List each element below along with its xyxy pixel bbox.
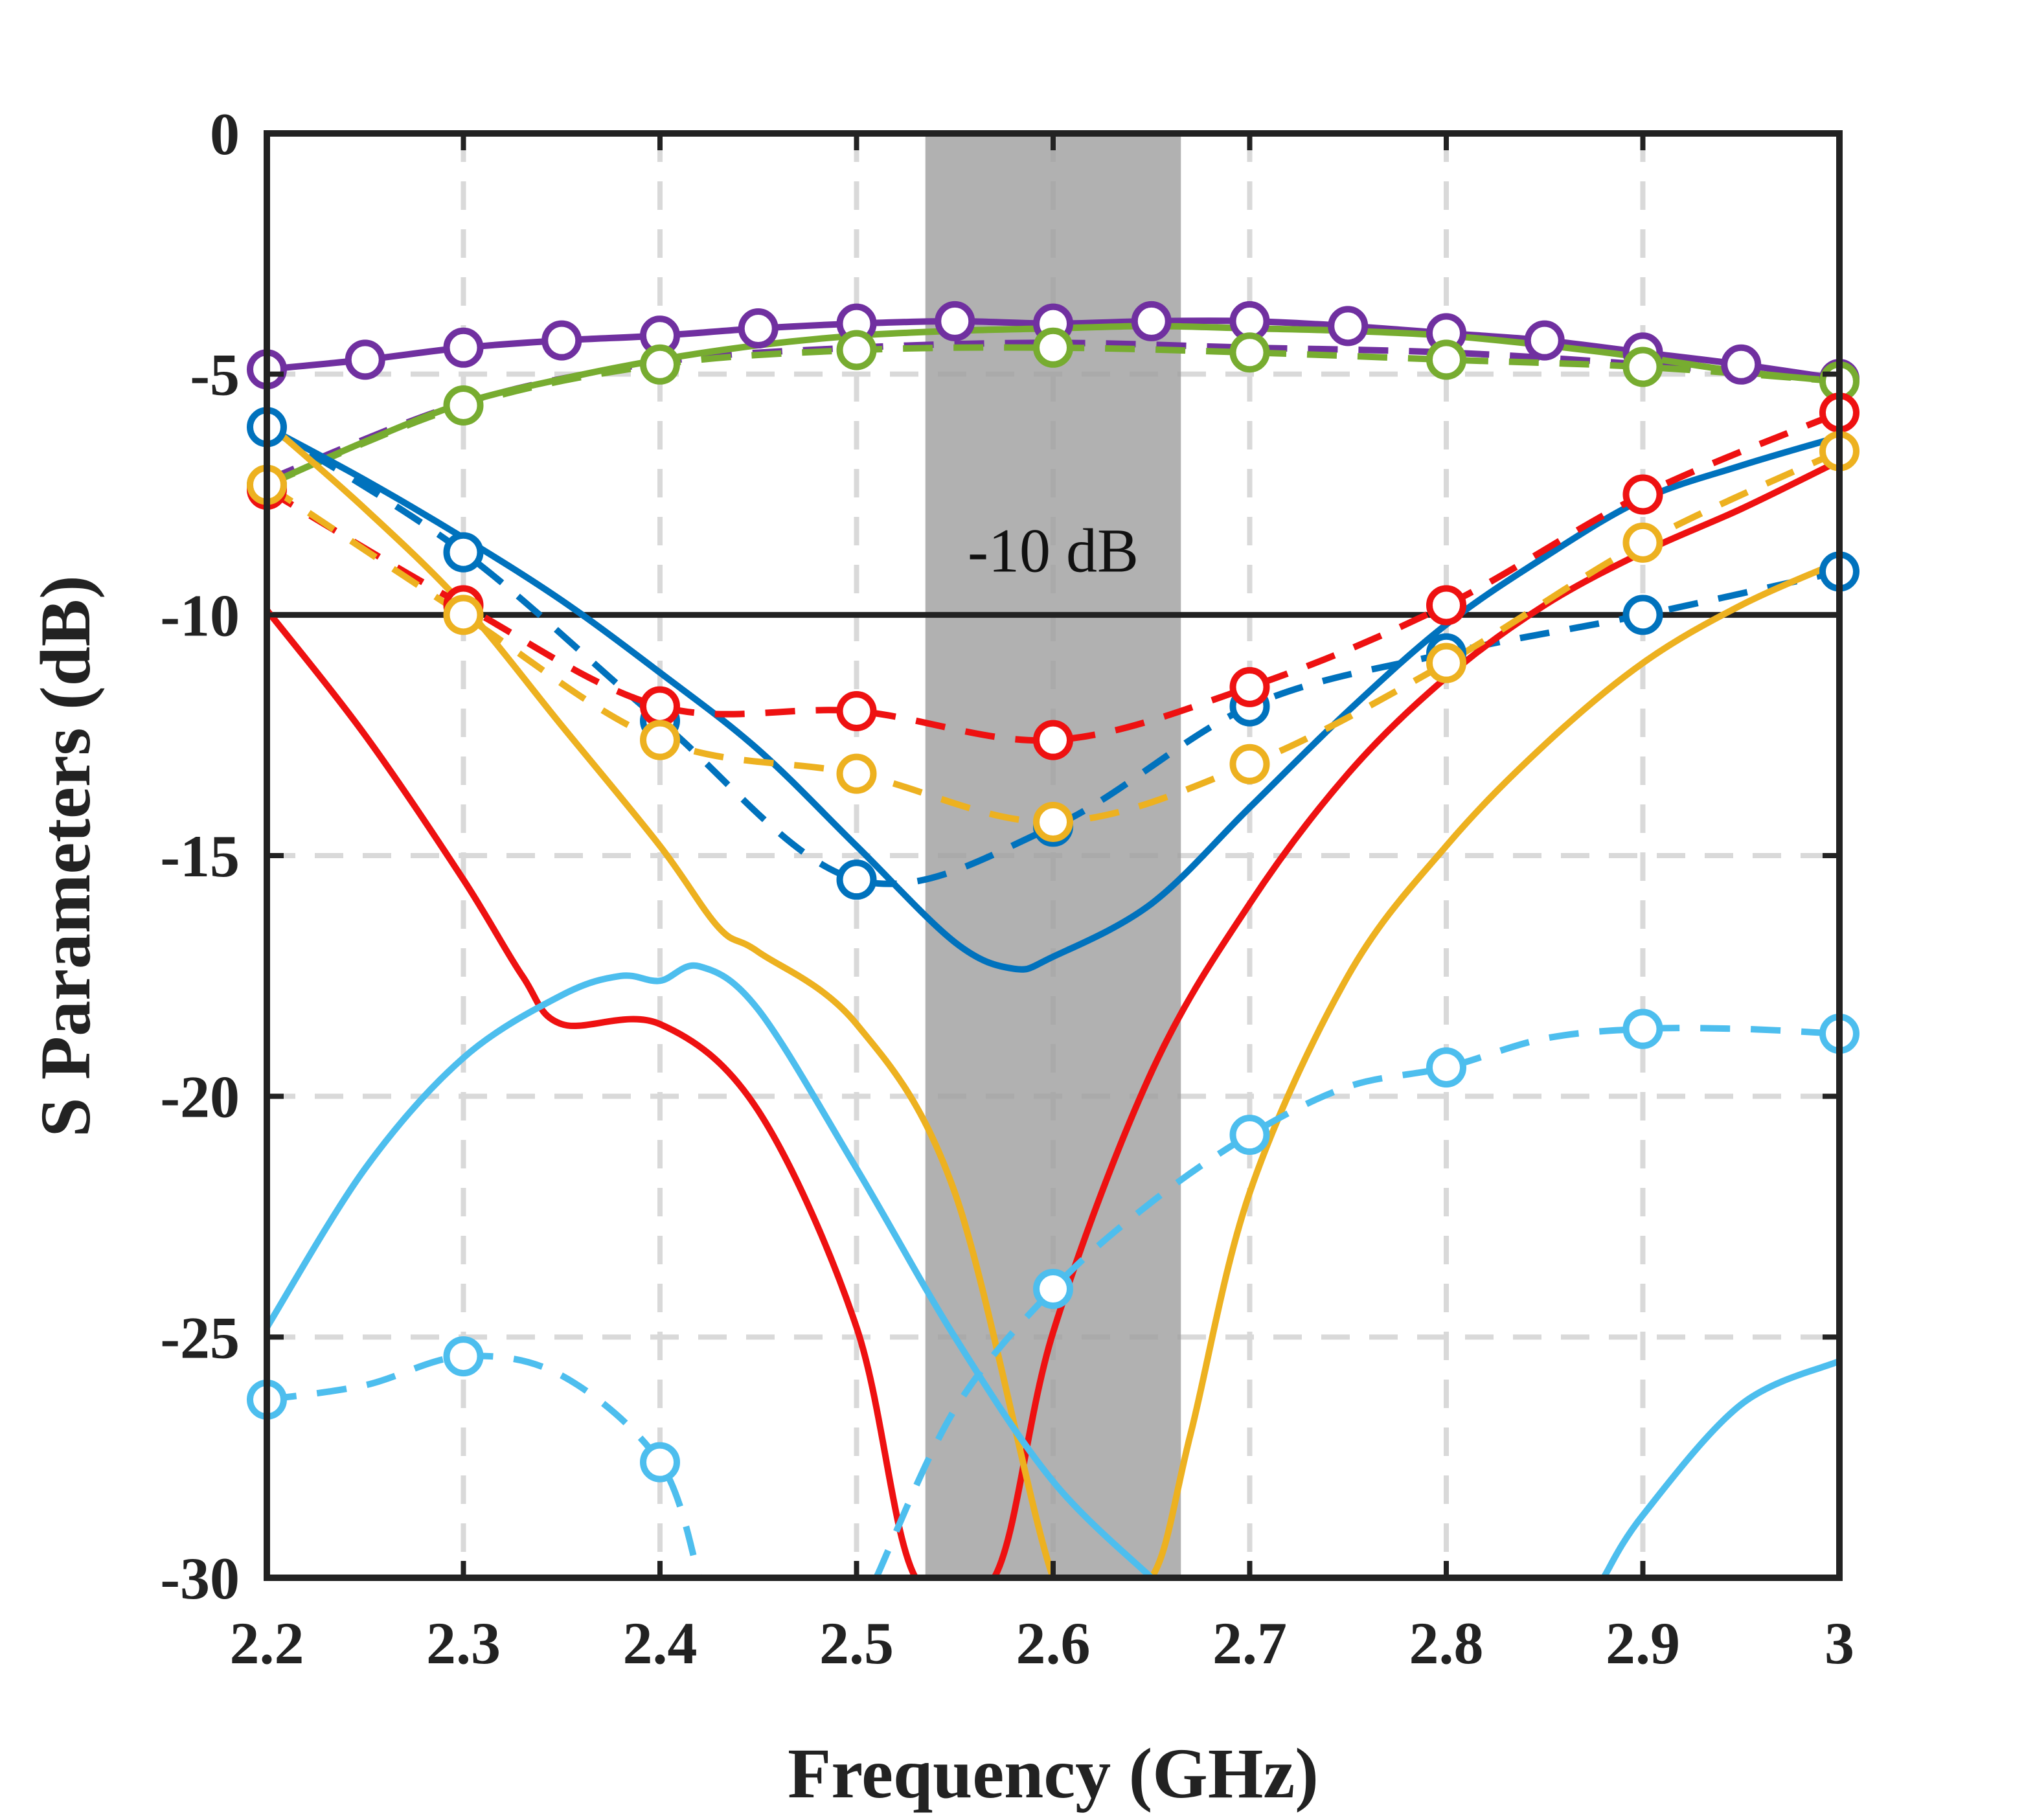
reference-line-label: -10 dB (968, 516, 1139, 586)
x-tick-label: 2.4 (623, 1610, 698, 1676)
tick-layer: 2.2 2.3 2.4 2.5 2.6 2.7 2.8 2.9 3 0 -5 -10 -15 -20 -25… (160, 101, 1854, 1676)
series-marker-red (640, 686, 680, 727)
series-marker-red (1229, 666, 1270, 707)
series-marker-green (1426, 339, 1466, 380)
series-marker-purple (738, 308, 779, 349)
series-marker-red (1033, 720, 1073, 760)
series-marker-red (1426, 585, 1466, 626)
series-line-blue-solid (267, 424, 1839, 973)
series-marker-blue (443, 532, 484, 573)
x-tick-label: 3 (1825, 1610, 1854, 1676)
series-marker-orange (1622, 522, 1663, 563)
series-marker-purple (1524, 320, 1565, 361)
x-tick-label: 2.7 (1212, 1610, 1287, 1676)
series-line-cyan-solid (267, 962, 1155, 1578)
series-marker-orange (443, 595, 484, 635)
y-axis-title: S Parameters (dB) (26, 575, 105, 1137)
y-tick-label: -10 (160, 582, 240, 648)
series-marker-purple (935, 301, 975, 341)
y-tick-label: -15 (160, 823, 240, 889)
x-tick-label: 2.5 (819, 1610, 894, 1676)
y-tick-label: -30 (160, 1545, 240, 1611)
series-line-cyan-solid (1600, 1358, 1839, 1578)
series-marker-red (1622, 474, 1663, 515)
y-tick-label: -20 (160, 1064, 240, 1130)
series-marker-red (836, 691, 877, 731)
series-marker-cyan (443, 1336, 484, 1377)
series-marker-orange (836, 753, 877, 794)
series-line-blue-dashed (267, 424, 1839, 887)
x-tick-label: 2.6 (1016, 1610, 1091, 1676)
series-marker-purple (1131, 301, 1172, 341)
series-marker-green (1033, 327, 1073, 368)
series-line-orange-solid (267, 419, 1839, 1578)
series-marker-green (836, 330, 877, 370)
series-marker-green (443, 385, 484, 426)
series-marker-green (640, 344, 680, 385)
y-tick-label: 0 (210, 101, 240, 167)
x-axis-title: Frequency (GHz) (788, 1734, 1319, 1813)
series-line-red-dashed (267, 409, 1839, 744)
series-marker-orange (1033, 801, 1073, 842)
series-marker-blue (836, 859, 877, 900)
x-tick-label: 2.8 (1409, 1610, 1484, 1676)
series-marker-cyan (640, 1442, 680, 1483)
series-marker-green (1622, 347, 1663, 387)
y-tick-label: -5 (190, 342, 240, 408)
series-marker-orange (1229, 744, 1270, 784)
series-line-cyan-dashed (267, 1352, 703, 1578)
series-marker-cyan (1426, 1047, 1466, 1088)
series-marker-purple (345, 339, 385, 380)
x-tick-label: 2.9 (1606, 1610, 1680, 1676)
series-marker-purple (541, 320, 582, 361)
series-marker-cyan (1622, 1008, 1663, 1049)
series-marker-purple (443, 327, 484, 368)
series-marker-green (1229, 332, 1270, 373)
y-tick-label: -25 (160, 1304, 240, 1371)
x-tick-label: 2.2 (230, 1610, 304, 1676)
series-marker-purple (1721, 344, 1762, 385)
series-marker-purple (1328, 306, 1369, 347)
series-marker-orange (640, 720, 680, 760)
series-marker-blue (1622, 595, 1663, 635)
series-marker-cyan (1033, 1269, 1073, 1309)
marker-layer (247, 301, 1859, 1483)
x-tick-label: 2.3 (426, 1610, 501, 1676)
series-marker-orange (1426, 643, 1466, 683)
series-marker-cyan (1229, 1115, 1270, 1155)
